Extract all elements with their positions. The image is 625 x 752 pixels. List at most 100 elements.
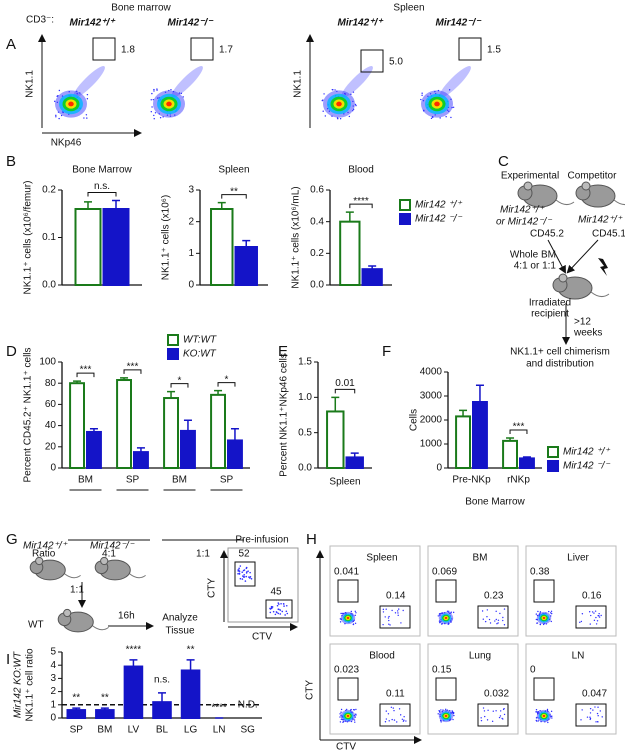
x-tick-label: SG bbox=[240, 725, 255, 736]
event-dot bbox=[388, 619, 390, 622]
y-tick-label: 0.0 bbox=[298, 463, 312, 474]
event-dot bbox=[243, 573, 246, 576]
event-dot bbox=[396, 721, 398, 723]
ctv-value: 0.16 bbox=[582, 591, 602, 602]
event-dot bbox=[599, 710, 602, 712]
density bbox=[542, 616, 546, 620]
error-bar bbox=[506, 437, 515, 441]
event-dot bbox=[551, 715, 553, 717]
mouse-ear bbox=[581, 181, 591, 191]
event-dot bbox=[237, 572, 239, 575]
error-bar bbox=[345, 211, 354, 222]
tissue: Blood bbox=[369, 651, 395, 662]
event-dot bbox=[581, 709, 583, 711]
panel-label: G bbox=[6, 531, 18, 548]
event-dot bbox=[170, 89, 172, 91]
event-dot bbox=[494, 620, 496, 622]
event-dot bbox=[238, 572, 241, 575]
event-dot bbox=[438, 711, 441, 713]
density bbox=[166, 101, 172, 107]
y-axis-label: Percent CD45.2⁺ NK1.1⁺ cells bbox=[23, 347, 34, 482]
event-dot bbox=[156, 89, 158, 91]
label: NK1.1+ cell chimerism bbox=[510, 347, 610, 358]
significance: *** bbox=[513, 422, 525, 433]
bar bbox=[133, 451, 149, 470]
event-dot bbox=[597, 706, 599, 708]
ctv-value: 0.14 bbox=[386, 591, 406, 602]
y-tick-label: 1.5 bbox=[298, 357, 312, 368]
density-streak bbox=[439, 66, 471, 98]
event-dot bbox=[481, 610, 484, 612]
gate-value: 5.0 bbox=[389, 57, 403, 68]
event-dot bbox=[387, 713, 390, 715]
event-dot bbox=[488, 618, 491, 621]
genotype: Mir142⁺/⁺ bbox=[578, 215, 623, 226]
event-dot bbox=[391, 609, 393, 612]
event-dot bbox=[547, 721, 549, 724]
error-bar bbox=[475, 384, 484, 402]
event-dot bbox=[272, 610, 275, 613]
event-dot bbox=[239, 577, 242, 580]
significance: ** bbox=[187, 645, 195, 656]
event-dot bbox=[321, 99, 323, 102]
gate bbox=[458, 37, 482, 61]
bar bbox=[361, 268, 383, 286]
event-dot bbox=[450, 116, 452, 119]
bar bbox=[455, 415, 471, 469]
event-dot bbox=[277, 602, 280, 604]
bar bbox=[163, 397, 180, 470]
plot-frame bbox=[525, 643, 617, 735]
label: Analyze bbox=[162, 613, 198, 624]
event-dot bbox=[453, 714, 455, 717]
event-dot bbox=[480, 719, 483, 722]
event-dot bbox=[589, 623, 591, 625]
significance-bracket bbox=[87, 191, 117, 197]
genotype: Mir142⁺/⁺ bbox=[69, 18, 116, 29]
event-dot bbox=[482, 618, 485, 620]
significance-bracket bbox=[509, 429, 528, 434]
event-dot bbox=[445, 116, 447, 118]
event-dot bbox=[86, 98, 89, 100]
tissue: LN bbox=[572, 651, 585, 662]
significance: ** bbox=[230, 186, 238, 197]
y-tick-label: 0 bbox=[50, 463, 56, 474]
event-dot bbox=[503, 608, 506, 610]
event-dot bbox=[551, 717, 553, 719]
panel-label: B bbox=[6, 153, 16, 170]
error-bar bbox=[230, 428, 239, 441]
prefix: CD3⁻: bbox=[26, 15, 54, 26]
group-title: Spleen bbox=[393, 3, 424, 14]
event-dot bbox=[178, 92, 181, 94]
event-dot bbox=[397, 614, 399, 617]
x-tick-label: LV bbox=[128, 725, 140, 736]
event-dot bbox=[483, 710, 486, 712]
y-axis-label: NK1.1 bbox=[293, 70, 304, 98]
ratio: 4:1 bbox=[102, 549, 116, 560]
event-dot bbox=[334, 89, 336, 91]
ctv-value: 0.032 bbox=[484, 689, 509, 700]
event-dot bbox=[355, 714, 357, 716]
tissue: Lung bbox=[469, 651, 491, 662]
event-dot bbox=[250, 577, 253, 580]
significance: *** bbox=[80, 365, 92, 376]
event-dot bbox=[353, 719, 356, 721]
event-dot bbox=[598, 612, 600, 615]
y-tick-label: 3 bbox=[188, 185, 194, 196]
event-dot bbox=[282, 603, 285, 605]
error-bar bbox=[242, 239, 251, 247]
event-dot bbox=[283, 605, 285, 607]
event-dot bbox=[484, 715, 486, 718]
significance-bracket bbox=[76, 372, 95, 378]
significance: ** bbox=[101, 693, 109, 704]
y-tick-label: 4 bbox=[50, 660, 56, 671]
event-dot bbox=[591, 611, 594, 613]
event-dot bbox=[439, 117, 441, 119]
density bbox=[542, 714, 546, 718]
event-dot bbox=[385, 710, 388, 712]
significance: n.s. bbox=[154, 675, 170, 686]
event-dot bbox=[393, 709, 395, 712]
event-dot bbox=[430, 117, 433, 120]
bar bbox=[472, 401, 488, 469]
y-tick-label: 3 bbox=[50, 673, 56, 684]
event-dot bbox=[486, 609, 489, 611]
